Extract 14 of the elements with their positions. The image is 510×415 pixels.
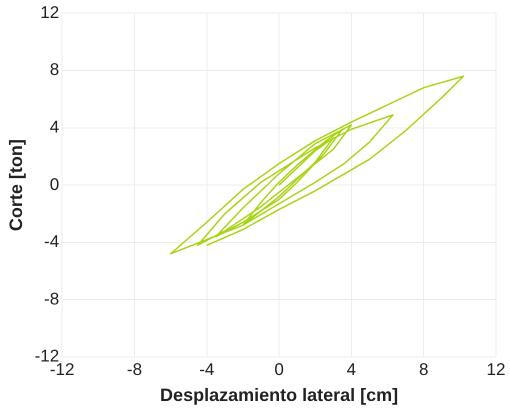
x-tick-label: 4 [346, 360, 356, 379]
y-tick-label: -8 [44, 289, 60, 308]
x-tick-label: 0 [274, 360, 284, 379]
x-tick-label: -8 [126, 360, 142, 379]
y-axis-title: Corte [ton] [6, 139, 26, 232]
y-tick-label: 0 [50, 174, 60, 194]
x-axis-title: Desplazamiento lateral [cm] [160, 385, 398, 406]
y-tick-label: 4 [50, 117, 60, 136]
y-tick-label: 12 [40, 2, 60, 22]
x-tick-label: 8 [418, 360, 428, 379]
y-tick-label: -4 [44, 232, 60, 252]
x-tick-label: 12 [486, 360, 506, 379]
x-tick-label: -4 [199, 360, 214, 379]
y-tick-label: 8 [50, 60, 60, 80]
